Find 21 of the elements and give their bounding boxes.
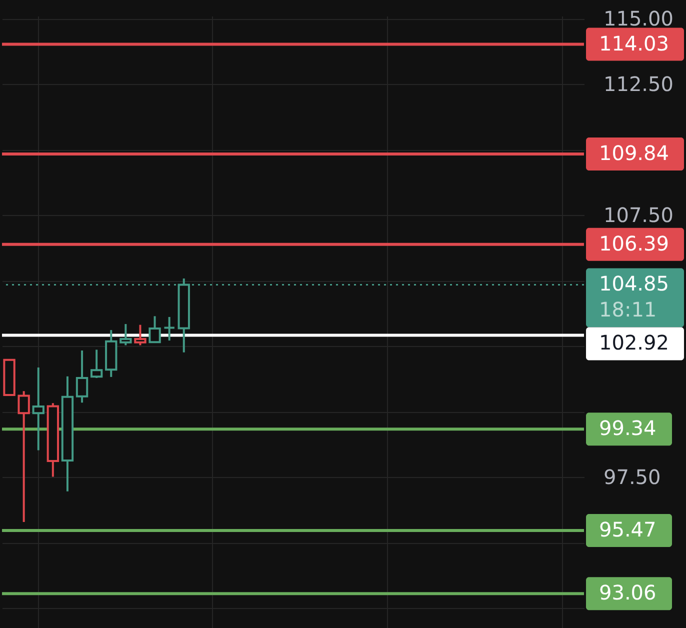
text: 18:11	[599, 298, 657, 322]
ref-line-label: 109.84	[599, 141, 669, 166]
candlestick	[18, 390, 30, 524]
ref-line-label: 99.34	[599, 416, 656, 440]
y-tick-label: 112.50	[604, 72, 674, 96]
candlestick	[76, 349, 88, 404]
ref-line-label: 106.39	[599, 231, 669, 256]
candlestick	[32, 366, 44, 452]
candlestick	[163, 316, 176, 342]
candlestick	[90, 348, 103, 379]
ref-line-label: 104.85	[599, 272, 669, 296]
candlestick	[148, 315, 161, 344]
ref-line-label: 102.92	[599, 330, 669, 355]
ref-line-label: 93.06	[599, 580, 656, 605]
candlestick	[120, 323, 132, 346]
ref-line-label: 95.47	[599, 517, 656, 542]
candlestick	[134, 324, 146, 346]
y-tick-label: 107.50	[604, 202, 674, 227]
y-tick-label: 115.00	[604, 6, 674, 30]
y-tick-label: 97.50	[604, 464, 661, 489]
ref-line-label: 114.03	[599, 31, 669, 56]
